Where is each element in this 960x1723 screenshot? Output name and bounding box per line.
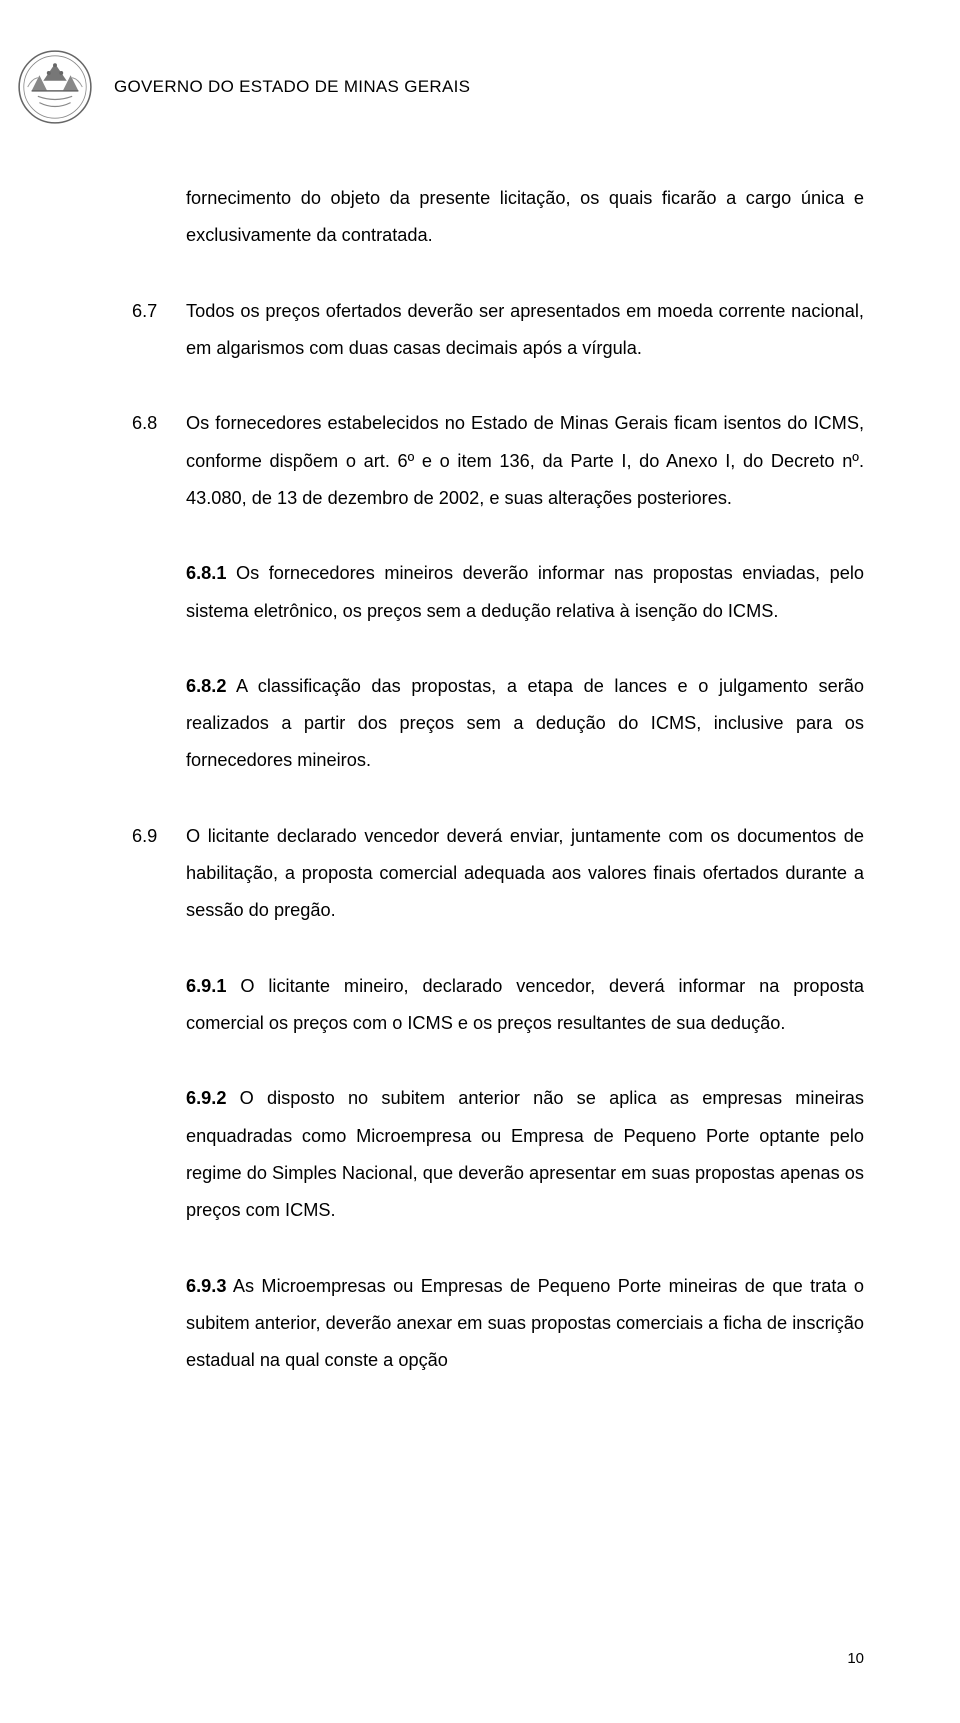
- num-6-9-2: 6.9.2: [186, 1088, 226, 1108]
- paragraph-6-9-1: 6.9.1 O licitante mineiro, declarado ven…: [186, 968, 864, 1043]
- paragraph-6-8-2: 6.8.2 A classificação das propostas, a e…: [186, 668, 864, 780]
- body-6-8-1: Os fornecedores mineiros deverão informa…: [186, 563, 864, 620]
- body-6-9-2: O disposto no subitem anterior não se ap…: [186, 1088, 864, 1220]
- num-6-9-3: 6.9.3: [186, 1276, 226, 1296]
- num-6-9-1: 6.9.1: [186, 976, 226, 996]
- num-6-8-2: 6.8.2: [186, 676, 226, 696]
- paragraph-6-8-1: 6.8.1 Os fornecedores mineiros deverão i…: [186, 555, 864, 630]
- body-6-8: Os fornecedores estabelecidos no Estado …: [186, 405, 864, 517]
- state-seal-logo: [16, 48, 94, 126]
- num-6-7: 6.7: [132, 293, 186, 330]
- body-6-8-2: A classificação das propostas, a etapa d…: [186, 676, 864, 771]
- paragraph-intro: fornecimento do objeto da presente licit…: [186, 180, 864, 255]
- paragraph-6-9: 6.9 O licitante declarado vencedor dever…: [132, 818, 864, 930]
- body-6-9-1: O licitante mineiro, declarado vencedor,…: [186, 976, 864, 1033]
- paragraph-6-9-2: 6.9.2 O disposto no subitem anterior não…: [186, 1080, 864, 1229]
- body-6-9: O licitante declarado vencedor deverá en…: [186, 818, 864, 930]
- paragraph-6-9-3: 6.9.3 As Microempresas ou Empresas de Pe…: [186, 1268, 864, 1380]
- body-6-7: Todos os preços ofertados deverão ser ap…: [186, 293, 864, 368]
- page-number: 10: [847, 1650, 864, 1667]
- document-content: fornecimento do objeto da presente licit…: [132, 180, 864, 1380]
- num-6-9: 6.9: [132, 818, 186, 855]
- paragraph-6-7: 6.7 Todos os preços ofertados deverão se…: [132, 293, 864, 368]
- paragraph-6-8: 6.8 Os fornecedores estabelecidos no Est…: [132, 405, 864, 517]
- body-6-9-3: As Microempresas ou Empresas de Pequeno …: [186, 1276, 864, 1371]
- num-6-8: 6.8: [132, 405, 186, 442]
- num-6-8-1: 6.8.1: [186, 563, 226, 583]
- document-header: GOVERNO DO ESTADO DE MINAS GERAIS: [16, 48, 864, 126]
- header-title: GOVERNO DO ESTADO DE MINAS GERAIS: [114, 77, 470, 97]
